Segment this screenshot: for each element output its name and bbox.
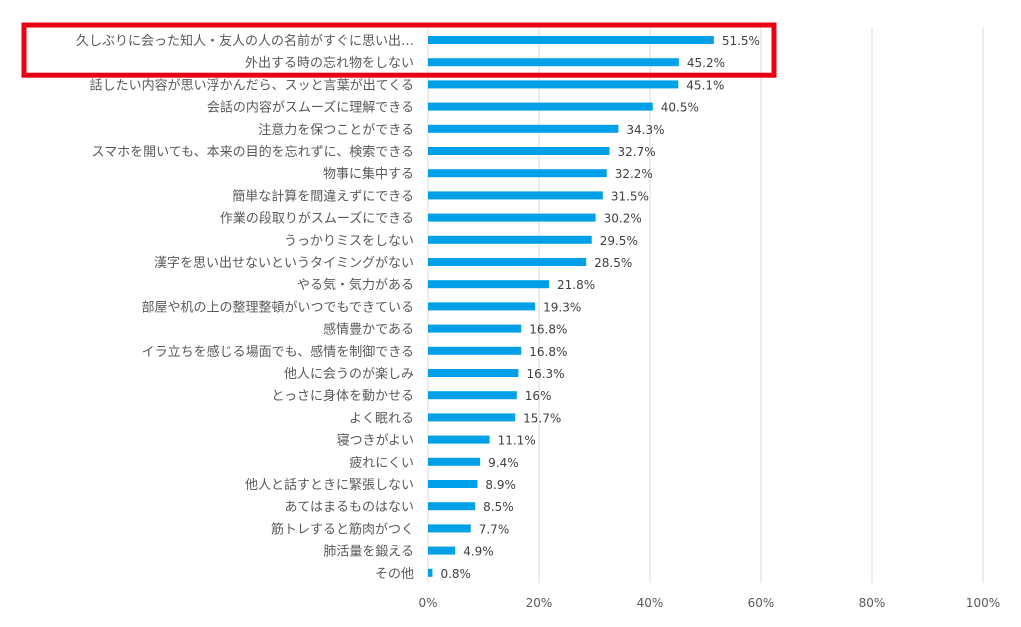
- category-label: 久しぶりに会った知人・友人の人の名前がすぐに思い出…: [76, 33, 414, 49]
- category-label: 他人に会うのが楽しみ: [284, 366, 414, 382]
- bar: [428, 391, 517, 400]
- data-label: 28.5%: [594, 256, 632, 270]
- category-label: イラ立ちを感じる場面でも、感情を制御できる: [142, 344, 414, 360]
- bar: [428, 324, 522, 333]
- category-label: 話したい内容が思い浮かんだら、スッと言葉が出てくる: [90, 77, 414, 93]
- value-labels: 51.5% 45.2% 45.1% 40.5% 34.3% 32.7% 32.2% 31.5%…: [440, 34, 760, 581]
- data-label: 32.2%: [615, 167, 653, 181]
- category-label: 注意力を保つことができる: [258, 122, 414, 138]
- data-label: 29.5%: [600, 234, 638, 248]
- data-label: 8.9%: [485, 478, 516, 492]
- data-label: 19.3%: [543, 300, 581, 314]
- bar: [428, 502, 476, 511]
- bar: [428, 568, 433, 577]
- x-tick-label: 0%: [418, 596, 437, 610]
- data-label: 45.1%: [686, 78, 724, 92]
- x-tick-label: 20%: [526, 596, 553, 610]
- data-label: 7.7%: [479, 522, 510, 536]
- category-label: 簡単な計算を間違えずにできる: [232, 188, 414, 204]
- category-label: 他人と話すときに緊張しない: [245, 477, 414, 493]
- bar: [428, 258, 587, 266]
- data-label: 16%: [525, 389, 552, 403]
- category-label: 寝つきがよい: [337, 433, 414, 449]
- x-axis-tick-labels: 0% 20% 40% 60% 80% 100%: [418, 596, 1000, 610]
- data-label: 40.5%: [661, 101, 699, 115]
- data-label: 31.5%: [611, 189, 649, 203]
- bar: [428, 524, 471, 533]
- data-label: 15.7%: [523, 411, 561, 425]
- category-label: 作業の段取りがスムーズにできる: [220, 211, 414, 227]
- highlight-box: [21, 22, 777, 78]
- category-label: 肺活量を鍛える: [323, 545, 414, 560]
- data-label: 51.5%: [722, 34, 760, 48]
- category-label: 疲れにくい: [349, 455, 414, 471]
- category-label: よく眠れる: [349, 411, 414, 426]
- bar: [428, 124, 619, 133]
- data-label: 0.8%: [440, 567, 471, 581]
- x-tick-label: 80%: [859, 596, 886, 610]
- bar: [428, 213, 596, 222]
- data-label: 16.8%: [529, 345, 567, 359]
- category-label: スマホを開いても、本来の目的を忘れずに、検索できる: [91, 144, 414, 160]
- category-label: その他: [375, 567, 414, 582]
- bar: [428, 147, 610, 155]
- bar: [428, 36, 714, 44]
- data-label: 8.5%: [483, 500, 514, 514]
- bar: [428, 169, 607, 178]
- bar: [428, 80, 679, 89]
- category-label: 漢字を思い出せないというタイミングがない: [154, 256, 414, 271]
- x-tick-label: 60%: [748, 596, 775, 610]
- category-label: とっさに身体を動かせる: [271, 388, 414, 404]
- bar: [428, 302, 536, 311]
- data-label: 30.2%: [604, 212, 642, 226]
- category-label: うっかりミスをしない: [284, 234, 414, 249]
- data-label: 16.8%: [529, 323, 567, 337]
- data-label: 9.4%: [488, 456, 519, 470]
- bar: [428, 457, 481, 466]
- x-tick-label: 100%: [966, 596, 1000, 610]
- data-label: 21.8%: [557, 278, 595, 292]
- bar: [428, 435, 490, 444]
- data-label: 16.3%: [526, 367, 564, 381]
- x-tick-label: 40%: [637, 596, 664, 610]
- bar: [428, 480, 478, 488]
- data-label: 32.7%: [617, 145, 655, 159]
- bar: [428, 102, 653, 111]
- bar: [428, 191, 603, 200]
- data-label: 34.3%: [626, 123, 664, 137]
- category-label: 感情豊かである: [323, 322, 414, 338]
- category-label: 物事に集中する: [323, 166, 414, 182]
- category-labels: 久しぶりに会った知人・友人の人の名前がすぐに思い出… 外出する時の忘れ物をしない話…: [76, 33, 414, 582]
- bar: [428, 413, 516, 422]
- gridlines: [427, 28, 984, 583]
- bar: [428, 58, 679, 67]
- category-label: あてはまるものはない: [285, 500, 414, 515]
- category-label: 会話の内容がスムーズに理解できる: [207, 100, 414, 116]
- category-label: やる気・気力がある: [297, 277, 414, 293]
- category-label: 部屋や机の上の整理整頓がいつでもできている: [142, 300, 414, 315]
- bar: [428, 546, 456, 555]
- data-label: 11.1%: [498, 434, 536, 448]
- data-label: 45.2%: [687, 56, 725, 70]
- bar: [428, 235, 592, 244]
- category-label: 筋トレすると筋肉がつく: [271, 521, 414, 537]
- data-label: 4.9%: [463, 545, 494, 559]
- bar: [428, 280, 549, 289]
- bar: [428, 369, 519, 377]
- highlight-rectangle: [21, 22, 777, 78]
- category-label: 外出する時の忘れ物をしない: [245, 56, 414, 71]
- bars: [428, 36, 714, 577]
- bar: [428, 346, 522, 355]
